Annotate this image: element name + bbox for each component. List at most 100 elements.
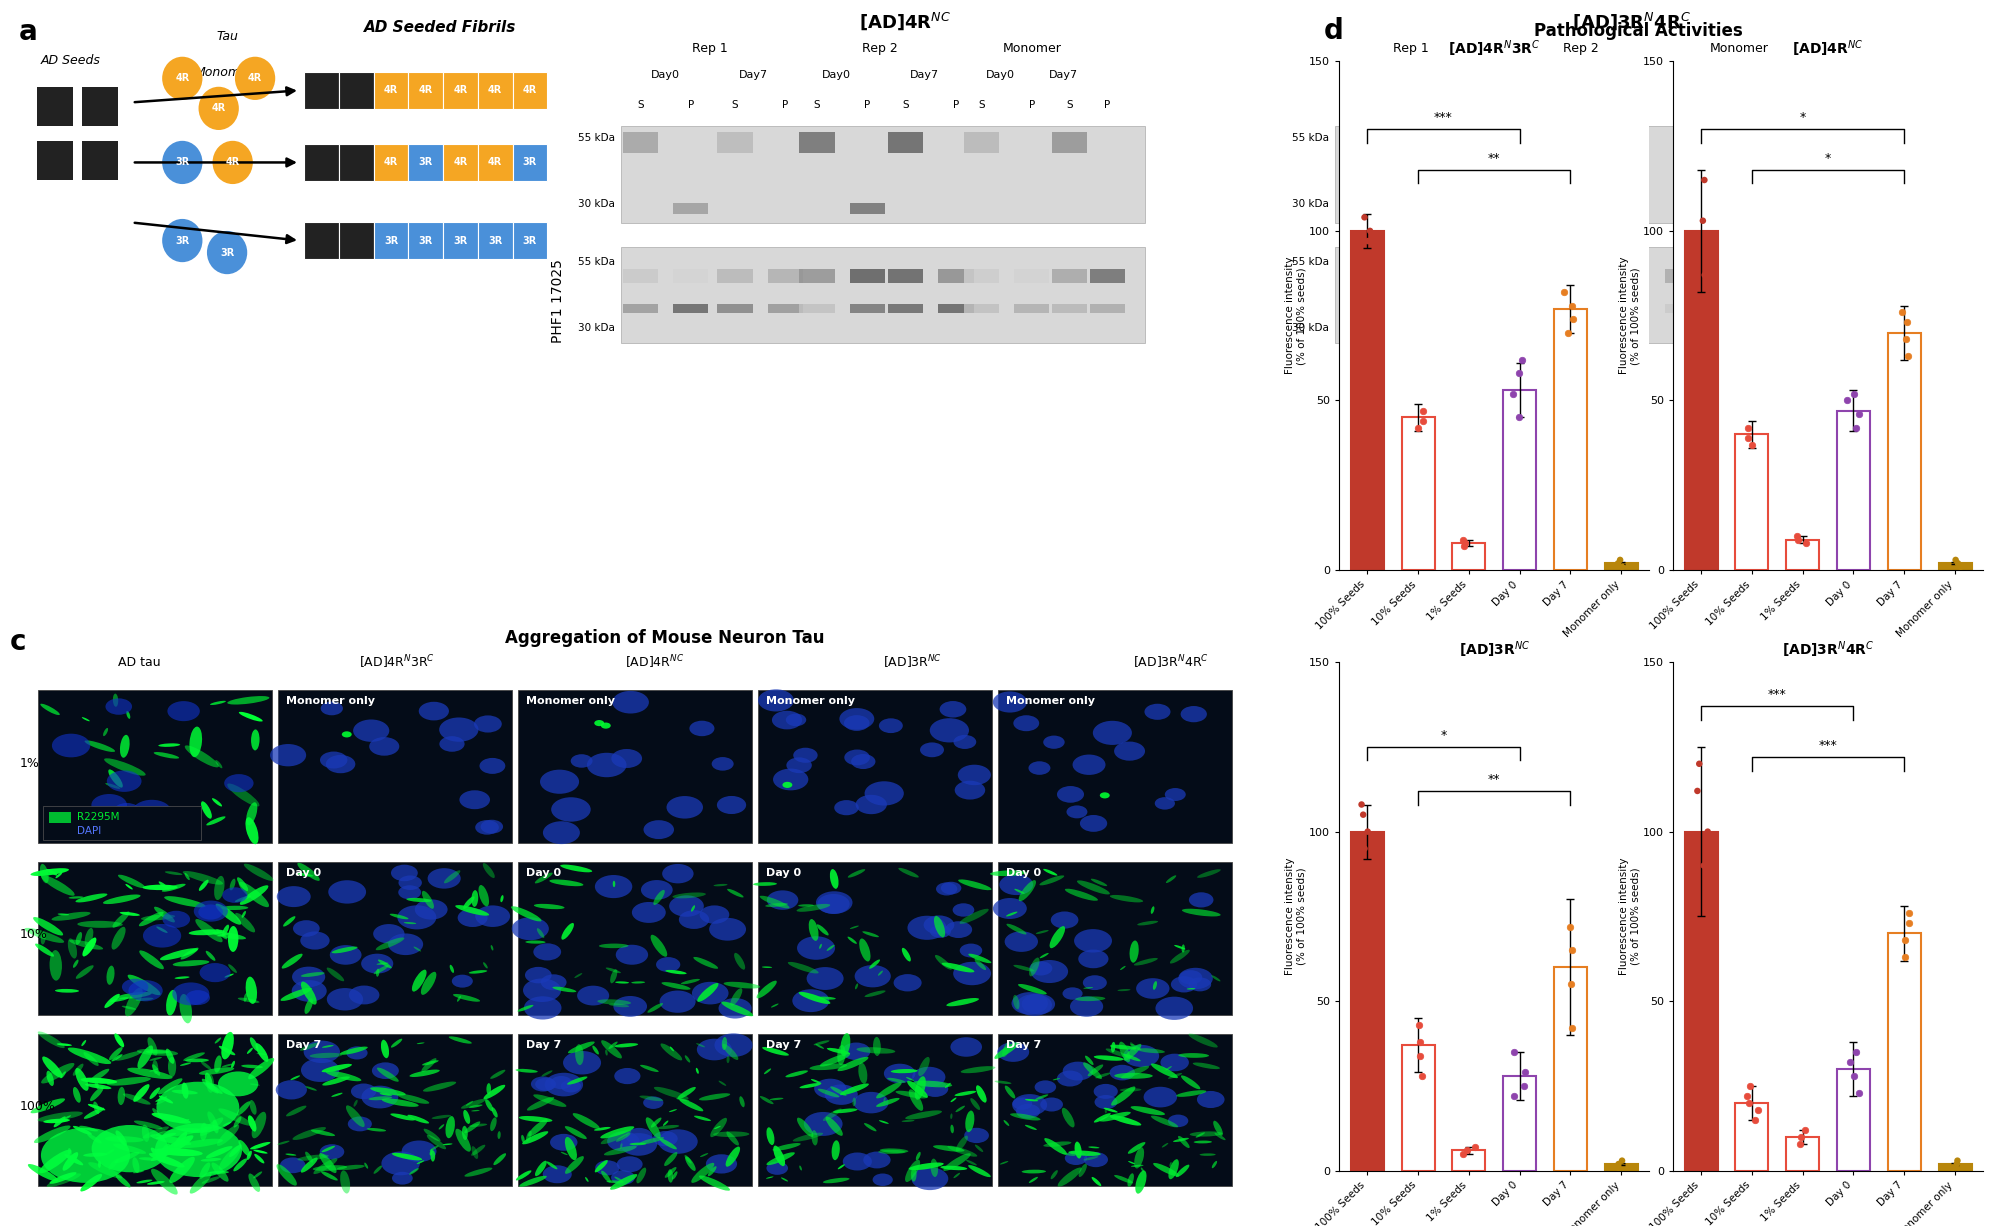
Circle shape <box>791 989 829 1013</box>
Ellipse shape <box>695 1043 705 1047</box>
Ellipse shape <box>250 1100 256 1114</box>
Ellipse shape <box>713 884 727 886</box>
Text: 4R: 4R <box>248 74 262 83</box>
Ellipse shape <box>1005 1085 1015 1098</box>
Ellipse shape <box>1091 879 1107 886</box>
Bar <box>937 304 973 313</box>
Ellipse shape <box>665 1167 675 1178</box>
Ellipse shape <box>819 944 821 949</box>
Ellipse shape <box>182 1083 188 1098</box>
Ellipse shape <box>905 1111 941 1119</box>
Circle shape <box>669 895 703 917</box>
Ellipse shape <box>1039 875 1063 885</box>
Circle shape <box>643 820 673 839</box>
Text: P: P <box>1754 101 1760 110</box>
Ellipse shape <box>442 1144 452 1145</box>
Circle shape <box>346 1046 368 1059</box>
Circle shape <box>717 998 751 1019</box>
Ellipse shape <box>659 1043 681 1060</box>
Ellipse shape <box>1083 1156 1097 1161</box>
Text: 1%: 1% <box>20 756 40 770</box>
Ellipse shape <box>152 1064 160 1075</box>
Ellipse shape <box>561 1152 567 1155</box>
Ellipse shape <box>136 1179 152 1183</box>
Circle shape <box>1067 805 1087 819</box>
Ellipse shape <box>46 1070 54 1086</box>
Ellipse shape <box>1043 1141 1071 1146</box>
Ellipse shape <box>873 1037 881 1056</box>
Text: 50 μm: 50 μm <box>1027 1209 1067 1222</box>
Circle shape <box>631 902 665 923</box>
Circle shape <box>851 754 875 769</box>
Ellipse shape <box>909 1090 923 1111</box>
Point <box>1602 550 1634 570</box>
Point <box>1447 1144 1479 1163</box>
Ellipse shape <box>901 948 911 961</box>
Y-axis label: Fluorescence intensity
(% of 100% seeds): Fluorescence intensity (% of 100% seeds) <box>1618 257 1640 374</box>
Ellipse shape <box>561 923 573 939</box>
Circle shape <box>601 722 611 728</box>
Point <box>1497 1042 1528 1062</box>
Circle shape <box>276 1080 308 1100</box>
Ellipse shape <box>40 864 48 883</box>
Ellipse shape <box>1085 1056 1093 1065</box>
Ellipse shape <box>484 1085 505 1100</box>
Circle shape <box>659 991 695 1013</box>
Ellipse shape <box>430 1150 436 1162</box>
Circle shape <box>955 781 985 799</box>
Ellipse shape <box>50 950 62 981</box>
Point <box>1830 391 1862 411</box>
Bar <box>963 132 999 153</box>
Ellipse shape <box>250 1141 270 1150</box>
Circle shape <box>128 980 162 1002</box>
Ellipse shape <box>639 1137 663 1144</box>
Circle shape <box>440 717 478 742</box>
Ellipse shape <box>84 1152 108 1157</box>
Circle shape <box>362 1086 398 1108</box>
Circle shape <box>92 1125 168 1172</box>
FancyBboxPatch shape <box>36 141 74 180</box>
Ellipse shape <box>585 1177 587 1182</box>
Ellipse shape <box>765 1127 773 1145</box>
Ellipse shape <box>663 1121 667 1125</box>
Ellipse shape <box>817 1089 839 1097</box>
Ellipse shape <box>829 869 837 889</box>
Circle shape <box>1093 721 1131 745</box>
Ellipse shape <box>1197 869 1221 878</box>
Bar <box>1552 967 1586 1171</box>
Ellipse shape <box>1013 889 1025 894</box>
Circle shape <box>883 1064 915 1084</box>
Circle shape <box>1063 987 1083 999</box>
Ellipse shape <box>228 696 270 705</box>
Ellipse shape <box>759 896 789 908</box>
Ellipse shape <box>839 1034 849 1057</box>
Ellipse shape <box>202 802 212 819</box>
Ellipse shape <box>392 1152 422 1160</box>
Ellipse shape <box>382 1098 418 1107</box>
Ellipse shape <box>1109 895 1143 902</box>
Bar <box>1349 304 1383 313</box>
Ellipse shape <box>659 1139 677 1150</box>
Ellipse shape <box>380 1094 392 1096</box>
Circle shape <box>342 732 352 738</box>
Ellipse shape <box>1131 1165 1143 1167</box>
Ellipse shape <box>975 1145 983 1152</box>
Ellipse shape <box>817 924 829 935</box>
Text: a: a <box>18 18 38 47</box>
Circle shape <box>198 905 224 920</box>
Ellipse shape <box>106 783 120 788</box>
Ellipse shape <box>1167 1073 1181 1079</box>
Text: S: S <box>1457 101 1465 110</box>
Circle shape <box>370 737 400 755</box>
Ellipse shape <box>300 972 324 977</box>
Ellipse shape <box>693 1116 711 1121</box>
Ellipse shape <box>156 1100 166 1105</box>
Ellipse shape <box>118 1086 126 1105</box>
Ellipse shape <box>218 1046 236 1056</box>
Ellipse shape <box>154 1148 202 1156</box>
Circle shape <box>533 943 561 960</box>
Ellipse shape <box>162 141 202 184</box>
Circle shape <box>1083 1152 1107 1167</box>
Text: 3R: 3R <box>523 235 537 245</box>
Ellipse shape <box>248 1048 254 1054</box>
